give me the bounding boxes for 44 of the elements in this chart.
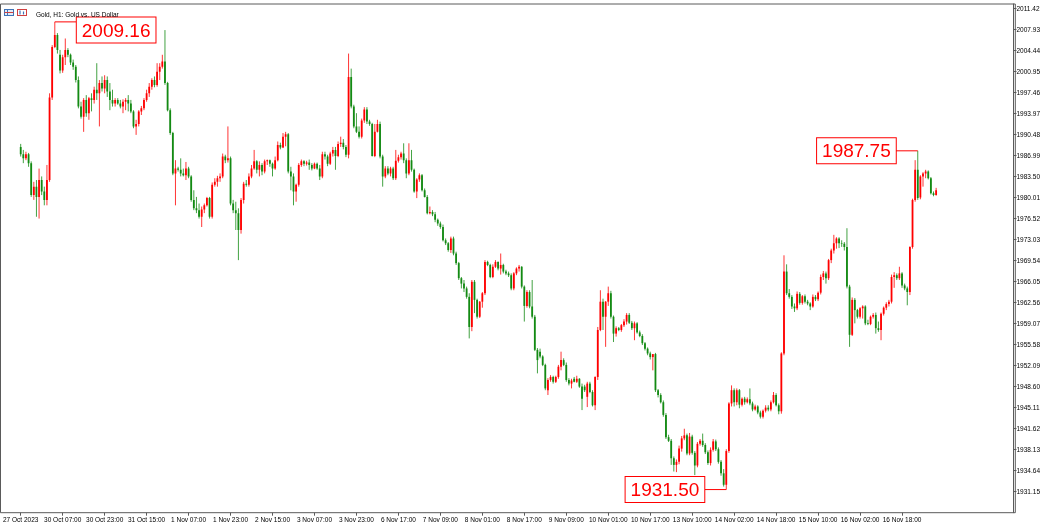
candlestick bbox=[284, 131, 287, 147]
candlestick bbox=[337, 141, 339, 158]
candlestick bbox=[32, 181, 35, 201]
candlestick bbox=[840, 239, 843, 248]
candlestick bbox=[25, 151, 27, 161]
candlestick bbox=[85, 94, 88, 118]
annotation: 1931.50 bbox=[630, 479, 700, 501]
candlestick bbox=[602, 298, 604, 331]
candlestick bbox=[303, 159, 305, 167]
candlestick bbox=[103, 74, 106, 94]
candlestick bbox=[305, 160, 308, 166]
candlestick bbox=[200, 206, 203, 228]
candlestick bbox=[919, 174, 922, 200]
candlestick bbox=[906, 286, 909, 306]
candlestick bbox=[426, 194, 429, 215]
candlestick bbox=[785, 263, 788, 296]
candlestick bbox=[442, 224, 444, 242]
candlestick bbox=[227, 126, 229, 163]
candlestick bbox=[825, 271, 827, 285]
candlestick bbox=[636, 321, 638, 334]
candlestick bbox=[308, 159, 311, 171]
candlestick bbox=[88, 96, 90, 121]
candlestick bbox=[901, 271, 903, 289]
candlestick bbox=[741, 397, 743, 407]
candlestick bbox=[122, 98, 124, 114]
candlestick bbox=[408, 142, 410, 176]
candlestick bbox=[245, 179, 248, 188]
candlestick bbox=[101, 76, 103, 92]
candlestick bbox=[754, 404, 757, 412]
candlestick bbox=[565, 362, 568, 383]
candlestick bbox=[804, 294, 806, 304]
candlestick bbox=[874, 312, 877, 334]
candlestick bbox=[547, 377, 549, 396]
candlestick bbox=[38, 168, 40, 219]
candlestick bbox=[415, 177, 418, 199]
candlestick bbox=[864, 304, 867, 326]
candlestick bbox=[518, 264, 520, 272]
annotation: 2009.16 bbox=[81, 19, 151, 41]
candlestick bbox=[82, 97, 85, 133]
candlestick bbox=[686, 433, 688, 456]
annotation: 1987.75 bbox=[822, 140, 891, 162]
candlestick bbox=[127, 94, 130, 112]
candlestick bbox=[861, 304, 864, 319]
candlestick bbox=[124, 97, 127, 111]
